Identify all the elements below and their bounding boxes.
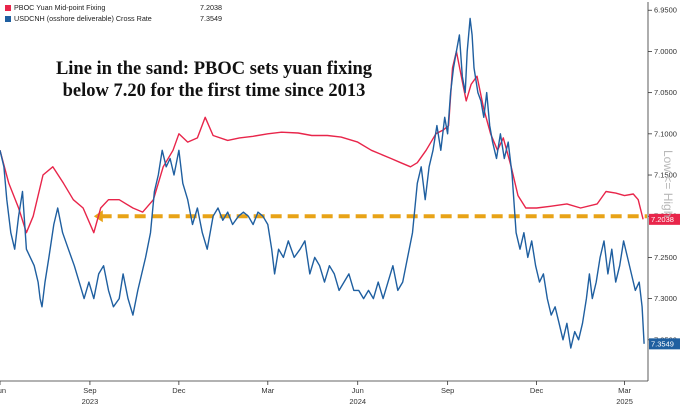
x-tick-label: Sep <box>441 386 454 395</box>
x-tick-label: Jun <box>352 386 364 395</box>
y-tick-label: 7.3000 <box>654 294 677 303</box>
x-year-label: 2025 <box>616 397 633 406</box>
y-tick-label: 7.0000 <box>654 47 677 56</box>
low-high-indicator: Low <= High <box>661 150 675 218</box>
x-year-label: 2023 <box>82 397 99 406</box>
headline-line-1: Line in the sand: PBOC sets yuan fixing <box>55 59 373 79</box>
last-value-badge-fixing <box>649 213 680 225</box>
legend-swatch-usdcnh <box>5 15 11 22</box>
x-tick-label: Dec <box>172 386 186 395</box>
headline-line-2: below 7.20 for the first time since 2013 <box>62 81 366 101</box>
last-value-label-usdcnh: 7.3549 <box>651 340 674 349</box>
y-tick-label: 7.2500 <box>654 253 677 262</box>
last-value-label-fixing: 7.2038 <box>651 215 674 224</box>
legend-label-fixing: PBOC Yuan Mid-point Fixing <box>14 3 106 12</box>
source-footer <box>0 402 680 409</box>
x-tick-label: Sep <box>83 386 96 395</box>
y-tick-label: 6.9500 <box>654 6 677 15</box>
x-year-label: 2024 <box>349 397 366 406</box>
legend-label-usdcnh: USDCNH (osshore deliverable) Cross Rate <box>14 13 152 23</box>
chart-headline: Line in the sand: PBOC sets yuan fixing … <box>28 58 400 102</box>
series-line-usdcnh <box>0 17 645 349</box>
legend-entry-usdcnh: USDCNH (osshore deliverable) Cross Rate … <box>2 14 222 25</box>
x-tick-label: Dec <box>530 386 544 395</box>
y-tick-label: 7.1500 <box>654 171 677 180</box>
legend-value-fixing: 7.2038 <box>200 3 222 12</box>
x-tick-label: Jun <box>0 386 6 395</box>
y-tick-label: 7.0500 <box>654 88 677 97</box>
series-line-fixing <box>0 50 644 234</box>
x-tick-label: Mar <box>261 386 274 395</box>
x-tick-label: Mar <box>618 386 631 395</box>
legend-swatch-fixing <box>5 5 11 11</box>
y-tick-label: 7.1000 <box>654 129 677 138</box>
legend-value-usdcnh: 7.3549 <box>200 13 222 23</box>
last-value-badge-usdcnh <box>649 338 680 350</box>
legend-entry-fixing: PBOC Yuan Mid-point Fixing 7.2038 <box>2 3 222 14</box>
legend: PBOC Yuan Mid-point Fixing 7.2038 USDCNH… <box>2 3 222 25</box>
